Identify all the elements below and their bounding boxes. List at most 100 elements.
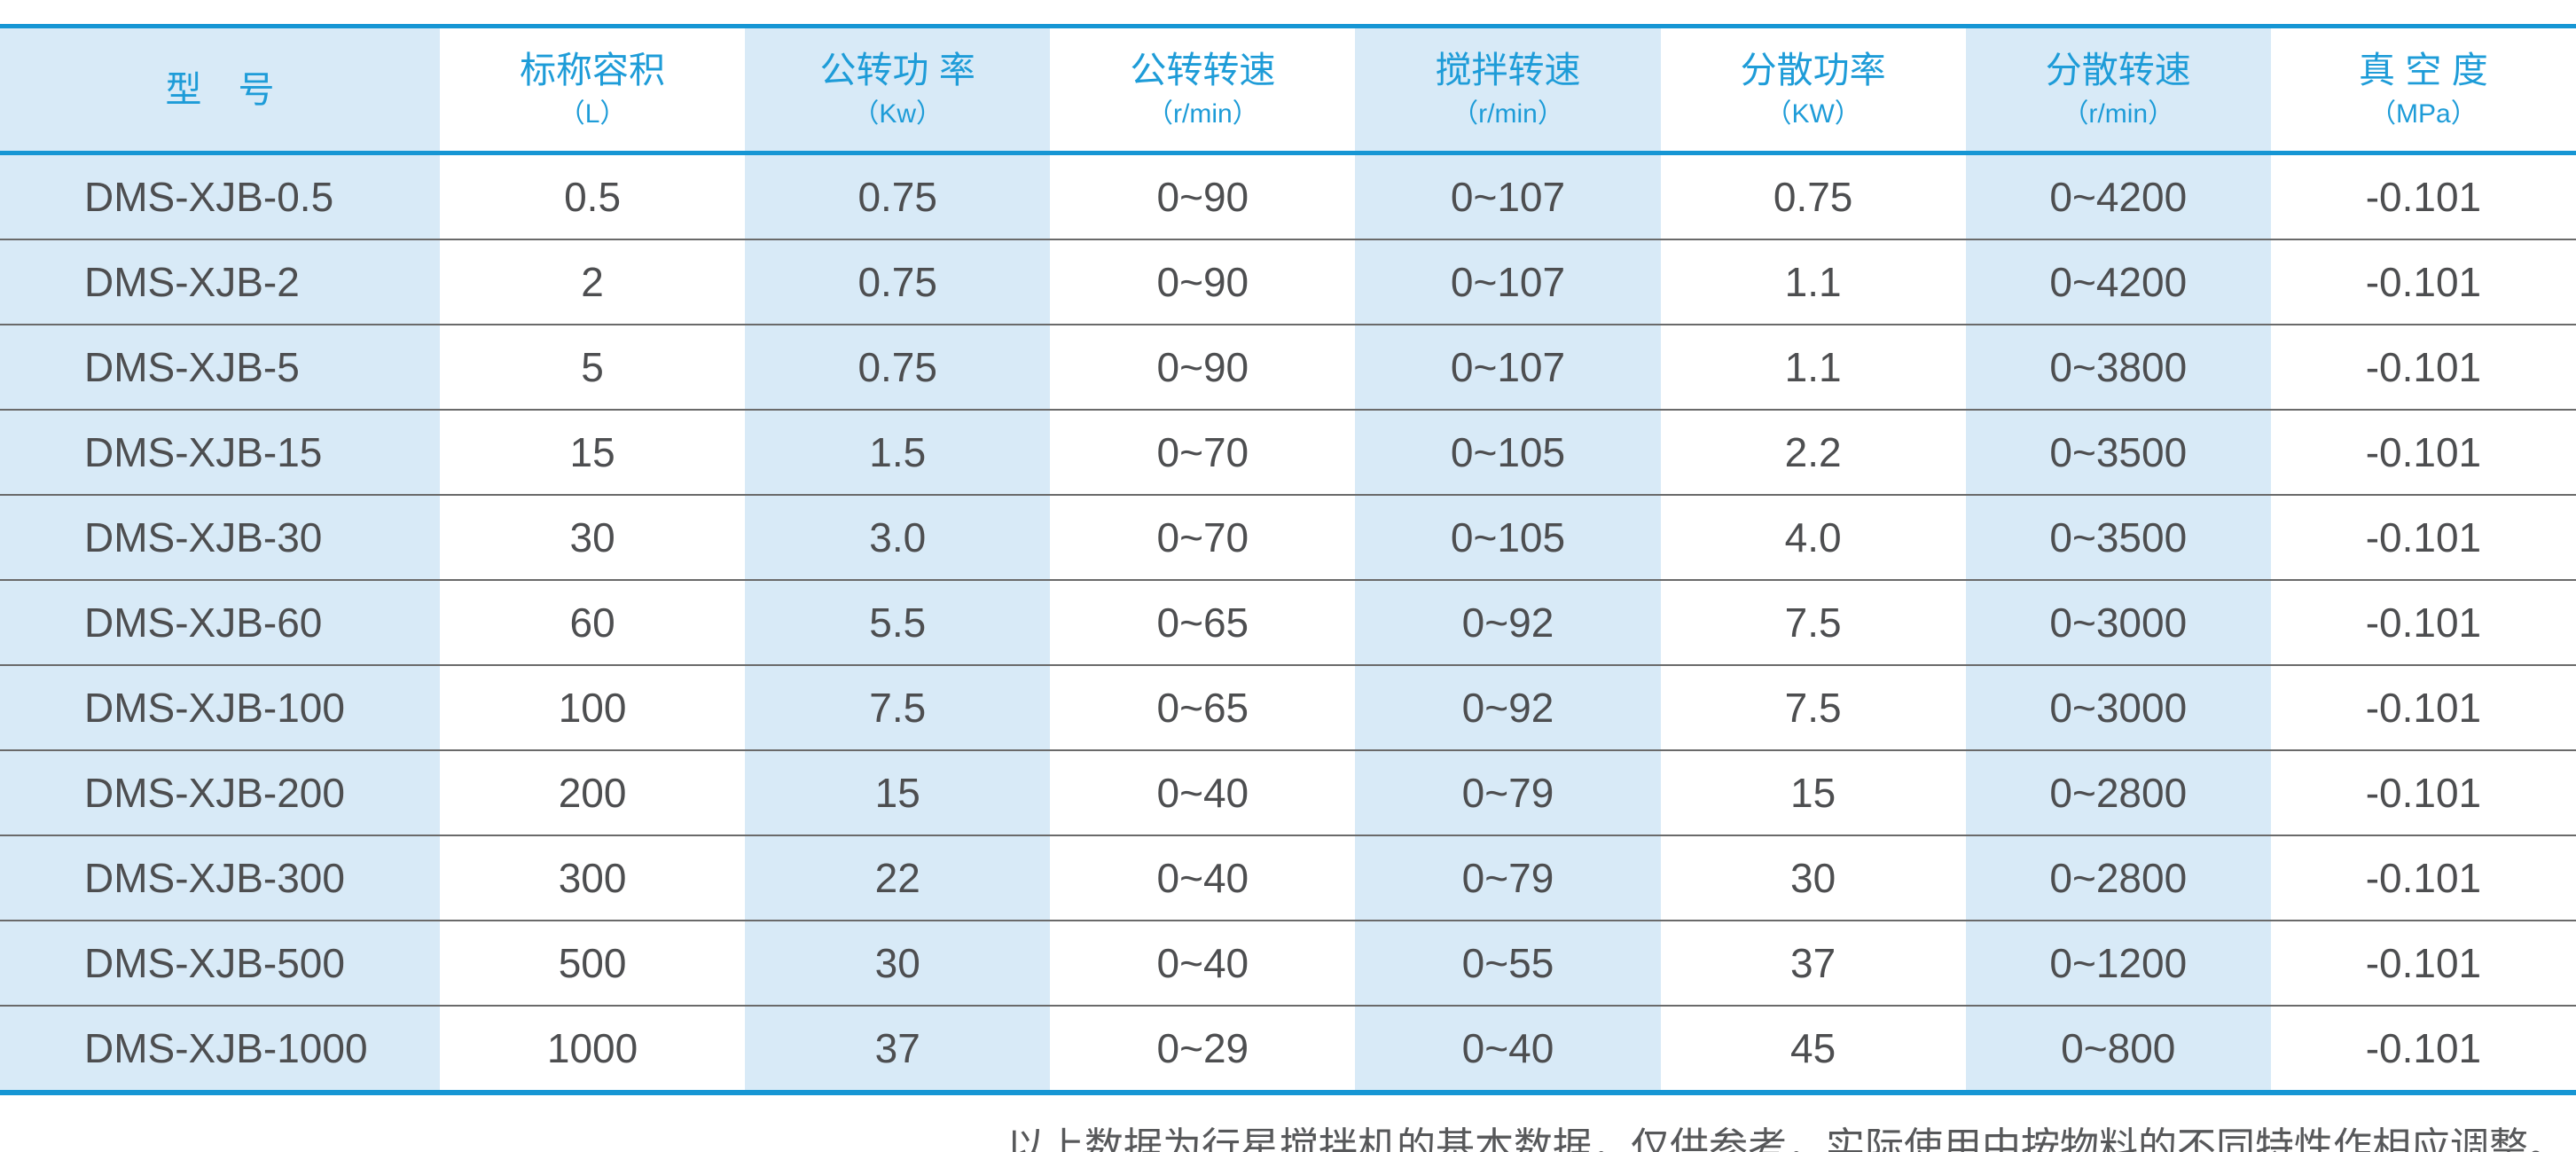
value-cell: 22 — [745, 836, 1051, 920]
header-title: 真 空 度 — [2359, 50, 2488, 90]
value-cell: 200 — [558, 770, 627, 816]
model-cell: DMS-XJB-60 — [0, 581, 440, 664]
value-cell: 0~90 — [1156, 259, 1249, 305]
value-cell: 3.0 — [745, 496, 1051, 579]
value-cell: 100 — [558, 685, 627, 731]
model-cell: DMS-XJB-30 — [0, 496, 440, 579]
model-cell: DMS-XJB-15 — [0, 411, 440, 494]
value-cell: 2.2 — [1784, 429, 1842, 475]
value-cell: 0~3500 — [1965, 496, 2271, 579]
header-title: 标称容积 — [520, 50, 666, 90]
value-cell: 1.1 — [1784, 259, 1842, 305]
value-cell: 0~40 — [1355, 1007, 1661, 1090]
value-cell: 4.0 — [1784, 514, 1842, 560]
table-row: DMS-XJB-1000 1000 37 0~29 0~40 45 0~800 … — [0, 1005, 2576, 1090]
value-cell: -0.101 — [2365, 685, 2482, 731]
value-cell: 30 — [1790, 855, 1836, 901]
value-cell: 0.5 — [564, 174, 622, 220]
value-cell: 500 — [558, 940, 627, 986]
value-cell: 0~107 — [1355, 240, 1661, 324]
value-cell: 0~40 — [1156, 940, 1249, 986]
table-header-row: 型 号 标称容积 （L） 公转功 率 （Kw） 公转转速 （r/min） 搅拌转… — [0, 28, 2576, 155]
value-cell: 0~65 — [1156, 685, 1249, 731]
table-row: DMS-XJB-300 300 22 0~40 0~79 30 0~2800 -… — [0, 835, 2576, 920]
value-cell: 5.5 — [745, 581, 1051, 664]
header-unit: （r/min） — [1452, 99, 1564, 129]
value-cell: 7.5 — [1784, 600, 1842, 646]
value-cell: 45 — [1790, 1025, 1836, 1071]
model-cell: DMS-XJB-200 — [0, 751, 440, 835]
value-cell: -0.101 — [2365, 940, 2482, 986]
header-unit: （KW） — [1765, 99, 1861, 129]
table-row: DMS-XJB-500 500 30 0~40 0~55 37 0~1200 -… — [0, 920, 2576, 1005]
value-cell: -0.101 — [2365, 429, 2482, 475]
header-unit: （L） — [558, 99, 627, 129]
value-cell: 1000 — [546, 1025, 638, 1071]
value-cell: -0.101 — [2365, 174, 2482, 220]
value-cell: 0~2800 — [1965, 751, 2271, 835]
value-cell: 30 — [569, 514, 615, 560]
value-cell: 0~1200 — [1965, 921, 2271, 1005]
footer-note: 以上数据为行星搅拌机的基本数据，仅供参考，实际使用中按物料的不同特性作相应调整。 — [1006, 1125, 2567, 1152]
value-cell: -0.101 — [2365, 1025, 2482, 1071]
header-unit: （r/min） — [2062, 99, 2175, 129]
value-cell: 1.5 — [745, 411, 1051, 494]
value-cell: 0~92 — [1355, 581, 1661, 664]
header-cell-revolution-speed: 公转转速 （r/min） — [1050, 28, 1355, 151]
table-row: DMS-XJB-60 60 5.5 0~65 0~92 7.5 0~3000 -… — [0, 579, 2576, 664]
value-cell: 0~107 — [1355, 155, 1661, 239]
header-title: 公转转速 — [1130, 50, 1276, 90]
value-cell: 0~105 — [1355, 411, 1661, 494]
value-cell: 0~3000 — [1965, 581, 2271, 664]
value-cell: 0~79 — [1355, 836, 1661, 920]
header-title: 分散转速 — [2045, 50, 2191, 90]
value-cell: 0~2800 — [1965, 836, 2271, 920]
header-cell-disperse-power: 分散功率 （KW） — [1661, 28, 1966, 151]
value-cell: 1.1 — [1784, 344, 1842, 390]
value-cell: -0.101 — [2365, 259, 2482, 305]
table-row: DMS-XJB-2 2 0.75 0~90 0~107 1.1 0~4200 -… — [0, 239, 2576, 324]
value-cell: 0~4200 — [1965, 240, 2271, 324]
value-cell: 15 — [1790, 770, 1836, 816]
header-cell-vacuum: 真 空 度 （MPa） — [2271, 28, 2576, 151]
value-cell: 5 — [581, 344, 604, 390]
value-cell: -0.101 — [2365, 855, 2482, 901]
header-cell-disperse-speed: 分散转速 （r/min） — [1965, 28, 2271, 151]
value-cell: 0~800 — [1965, 1007, 2271, 1090]
value-cell: 37 — [1790, 940, 1836, 986]
header-unit: （Kw） — [852, 99, 943, 129]
header-cell-model: 型 号 — [0, 28, 440, 151]
model-cell: DMS-XJB-1000 — [0, 1007, 440, 1090]
header-title: 公转功 率 — [819, 50, 975, 90]
value-cell: 0~107 — [1355, 325, 1661, 409]
value-cell: 0~29 — [1156, 1025, 1249, 1071]
value-cell: 15 — [745, 751, 1051, 835]
value-cell: -0.101 — [2365, 344, 2482, 390]
value-cell: 0~3800 — [1965, 325, 2271, 409]
table-row: DMS-XJB-100 100 7.5 0~65 0~92 7.5 0~3000… — [0, 664, 2576, 749]
header-title: 型 号 — [165, 69, 275, 110]
table-row: DMS-XJB-0.5 0.5 0.75 0~90 0~107 0.75 0~4… — [0, 155, 2576, 239]
value-cell: 0~40 — [1156, 855, 1249, 901]
value-cell: -0.101 — [2365, 514, 2482, 560]
value-cell: 0~79 — [1355, 751, 1661, 835]
value-cell: 37 — [745, 1007, 1051, 1090]
header-unit: （r/min） — [1147, 99, 1259, 129]
model-cell: DMS-XJB-500 — [0, 921, 440, 1005]
model-cell: DMS-XJB-0.5 — [0, 155, 440, 239]
value-cell: 0~4200 — [1965, 155, 2271, 239]
value-cell: 0~70 — [1156, 429, 1249, 475]
model-cell: DMS-XJB-5 — [0, 325, 440, 409]
value-cell: 0~105 — [1355, 496, 1661, 579]
value-cell: 0~90 — [1156, 344, 1249, 390]
value-cell: 0~55 — [1355, 921, 1661, 1005]
header-title: 搅拌转速 — [1435, 50, 1581, 90]
model-cell: DMS-XJB-300 — [0, 836, 440, 920]
header-cell-stir-speed: 搅拌转速 （r/min） — [1355, 28, 1661, 151]
value-cell: 60 — [569, 600, 615, 646]
model-cell: DMS-XJB-100 — [0, 666, 440, 749]
value-cell: 7.5 — [1784, 685, 1842, 731]
value-cell: 15 — [569, 429, 615, 475]
table-row: DMS-XJB-30 30 3.0 0~70 0~105 4.0 0~3500 … — [0, 494, 2576, 579]
